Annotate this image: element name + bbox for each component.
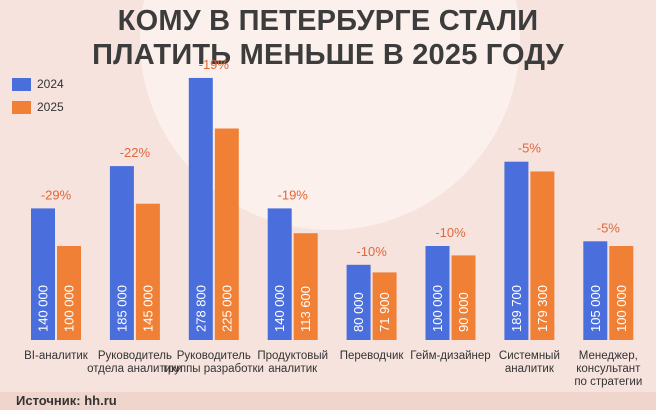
value-label-2025-7: 100 000 bbox=[614, 285, 629, 332]
legend-label-2025: 2025 bbox=[37, 100, 64, 114]
bar-2025-3 bbox=[293, 233, 318, 340]
bar-2025-4 bbox=[372, 272, 397, 340]
change-label-4: -10% bbox=[356, 244, 387, 259]
legend-item-2025: 2025 bbox=[12, 97, 64, 117]
value-label-2025-0: 100 000 bbox=[62, 285, 77, 332]
bar-2024-7 bbox=[583, 241, 608, 340]
bar-2025-7 bbox=[609, 246, 634, 340]
category-label-7-0: Менеджер, bbox=[579, 350, 638, 362]
category-label-1-1: отдела аналитики bbox=[87, 363, 182, 375]
chart-title: КОМУ В ПЕТЕРБУРГЕ СТАЛИ ПЛАТИТЬ МЕНЬШЕ В… bbox=[0, 4, 656, 72]
value-label-2024-1: 185 000 bbox=[114, 285, 129, 332]
change-label-1: -22% bbox=[120, 145, 151, 160]
bar-2024-6 bbox=[504, 161, 529, 340]
bar-2024-3 bbox=[267, 208, 292, 340]
category-label-3-0: Продуктовый bbox=[257, 350, 328, 362]
bar-2024-4 bbox=[346, 264, 371, 340]
change-label-3: -19% bbox=[278, 187, 309, 202]
bar-2025-2 bbox=[214, 128, 239, 340]
value-label-2024-5: 100 000 bbox=[430, 285, 445, 332]
bar-2025-6 bbox=[530, 171, 555, 340]
bar-2025-5 bbox=[451, 255, 476, 340]
legend-label-2024: 2024 bbox=[37, 77, 64, 91]
category-label-2-0: Руководитель bbox=[177, 350, 251, 362]
value-label-2024-4: 80 000 bbox=[351, 292, 366, 332]
value-label-2024-2: 278 800 bbox=[193, 285, 208, 332]
legend-item-2024: 2024 bbox=[12, 74, 64, 94]
category-label-2-1: группы разработки bbox=[164, 363, 264, 375]
category-label-4-0: Переводчик bbox=[340, 350, 405, 362]
value-label-2025-4: 71 900 bbox=[377, 292, 392, 332]
bar-2025-0 bbox=[57, 246, 81, 340]
value-label-2024-0: 140 000 bbox=[36, 285, 51, 332]
category-label-5-0: Гейм-дизайнер bbox=[410, 350, 490, 362]
change-label-2: -19% bbox=[199, 57, 230, 72]
chart-title-line-2: ПЛАТИТЬ МЕНЬШЕ В 2025 ГОДУ bbox=[92, 39, 564, 71]
value-label-2024-6: 189 700 bbox=[509, 285, 524, 332]
bar-2025-1 bbox=[135, 203, 160, 340]
value-label-2025-5: 90 000 bbox=[456, 292, 471, 332]
bar-2024-5 bbox=[425, 246, 450, 340]
change-label-7: -5% bbox=[597, 220, 621, 235]
value-label-2025-3: 113 600 bbox=[298, 286, 313, 332]
category-label-3-1: аналитик bbox=[268, 363, 318, 375]
category-label-6-1: аналитик bbox=[505, 363, 555, 375]
value-label-2025-1: 145 000 bbox=[140, 285, 155, 332]
value-label-2024-3: 140 000 bbox=[272, 285, 287, 332]
bar-2024-2 bbox=[188, 77, 213, 340]
value-label-2025-6: 179 300 bbox=[535, 285, 550, 332]
category-label-0-0: BI-аналитик bbox=[24, 350, 89, 362]
category-label-1-0: Руководитель bbox=[98, 350, 172, 362]
change-label-5: -10% bbox=[435, 225, 466, 240]
value-label-2025-2: 225 000 bbox=[219, 285, 234, 332]
chart-title-line-1: КОМУ В ПЕТЕРБУРГЕ СТАЛИ bbox=[117, 5, 539, 37]
legend: 2024 2025 bbox=[12, 74, 64, 120]
change-label-0: -29% bbox=[41, 187, 72, 202]
category-label-7-2: по стратегии bbox=[574, 376, 642, 388]
source-bar: Источник: hh.ru bbox=[0, 392, 656, 410]
category-label-6-0: Системный bbox=[499, 350, 560, 362]
legend-swatch-2024 bbox=[12, 77, 31, 91]
change-label-6: -5% bbox=[518, 141, 542, 156]
bar-chart: 140 000 100 000 -29% BI-аналитик 185 000 145 … bbox=[24, 57, 642, 388]
bar-2024-1 bbox=[109, 166, 134, 340]
legend-swatch-2025 bbox=[12, 100, 31, 114]
category-label-7-1: консультант bbox=[576, 363, 641, 375]
value-label-2024-7: 105 000 bbox=[588, 285, 603, 332]
bar-2024-0 bbox=[31, 208, 55, 340]
source-text: Источник: hh.ru bbox=[16, 393, 117, 408]
